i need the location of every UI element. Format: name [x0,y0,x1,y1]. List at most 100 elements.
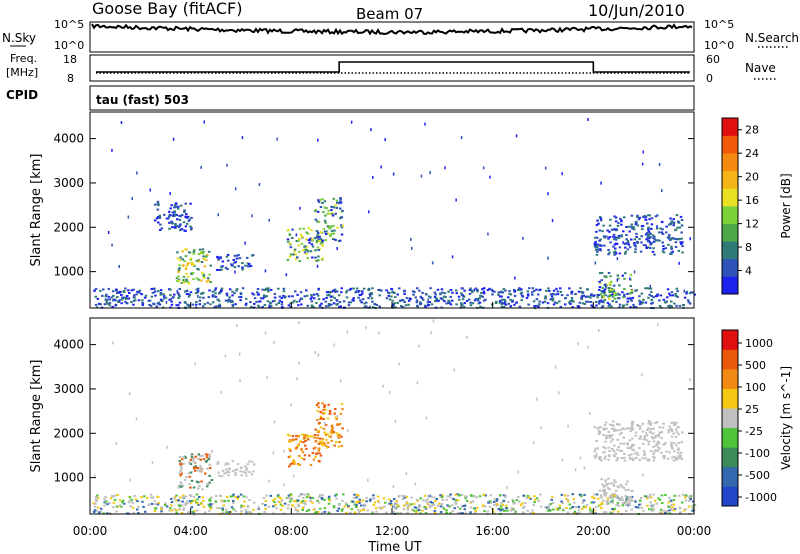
sparse-echo [451,255,454,259]
scatter-cell [242,495,246,498]
scatter-cell [321,240,324,243]
scatter-cell [570,290,574,293]
scatter-cell [186,281,190,284]
scatter-cell [331,427,334,430]
scatter-cell [231,470,235,473]
scatter-cell [652,445,655,448]
sparse-echo [93,474,96,478]
scatter-cell [347,506,350,509]
scatter-cell [318,304,322,307]
scatter-cell [649,424,653,427]
scatter-cell [369,294,372,297]
scatter-cell [296,256,299,259]
scatter-cell [153,290,157,293]
scatter-cell [227,471,231,474]
scatter-cell [287,240,290,243]
scatter-cell [388,292,391,295]
scatter-cell [489,502,492,504]
scatter-cell [608,303,611,306]
scatter-cell [401,498,404,500]
scatter-cell [674,293,677,295]
scatter-cell [476,299,480,302]
scatter-cell [193,499,196,502]
scatter-cell [263,511,266,513]
scatter-cell [322,418,325,420]
scatter-cell [301,433,304,436]
scatter-cell [224,508,228,511]
scatter-cell [688,499,691,502]
scatter-cell [630,291,634,294]
sparse-echo [515,134,518,138]
scatter-cell [602,446,605,448]
sparse-echo [118,265,120,268]
scatter-cell [580,495,583,498]
scatter-cell [189,202,192,205]
sparse-echo [236,324,238,328]
scatter-cell [216,305,219,308]
scatter-cell [452,498,455,501]
scatter-cell [679,454,682,457]
scatter-cell [217,258,220,261]
scatter-cell [240,510,243,513]
scatter-cell [566,511,570,514]
scatter-cell [264,295,267,298]
scatter-cell [421,291,424,294]
scatter-cell [205,280,209,283]
scatter-cell [469,511,472,514]
sparse-echo [453,368,455,372]
scatter-cell [163,213,166,216]
scatter-cell [647,443,650,446]
scatter-cell [614,429,618,432]
scatter-cell [636,240,639,243]
scatter-cell [601,483,604,486]
scatter-cell [628,496,631,499]
scatter-cell [445,511,448,514]
scatter-cell [531,287,535,290]
scatter-cell [125,295,129,297]
scatter-cell [220,287,224,290]
scatter-cell [168,227,171,230]
scatter-cell [546,302,550,305]
scatter-cell [504,289,507,292]
scatter-cell [617,222,620,225]
scatter-cell [507,302,510,305]
scatter-cell [365,301,368,304]
x-tick-label: 04:00 [173,524,208,538]
scatter-cell [585,300,588,303]
sparse-echo [411,508,413,511]
scatter-cell [182,279,185,282]
scatter-cell [440,288,444,291]
scatter-cell [217,299,221,302]
scatter-cell [248,460,251,463]
scatter-cell [230,263,233,266]
scatter-cell [287,229,290,232]
colorbar-tick-label: 20 [745,171,759,184]
scatter-cell [675,304,678,307]
scatter-cell [324,233,328,235]
scatter-cell [190,500,194,502]
scatter-cell [613,495,617,497]
scatter-cell [424,512,428,515]
scatter-cell [581,294,584,297]
scatter-cell [314,249,317,252]
scatter-cell [582,294,585,297]
scatter-cell [196,469,200,472]
scatter-cell [325,291,329,294]
scatter-cell [448,495,451,498]
sparse-echo [350,120,353,124]
scatter-cell [133,294,136,297]
scatter-cell [417,509,421,511]
scatter-cell [673,302,676,305]
scatter-cell [626,240,630,242]
scatter-cell [92,511,96,513]
scatter-cell [330,230,334,233]
scatter-cell [325,207,328,210]
scatter-cell [159,293,162,296]
scatter-cell [604,440,607,443]
scatter-cell [453,507,456,510]
scatter-cell [221,509,225,512]
scatter-cell [440,297,443,300]
scatter-cell [105,512,109,515]
scatter-cell [680,501,684,504]
